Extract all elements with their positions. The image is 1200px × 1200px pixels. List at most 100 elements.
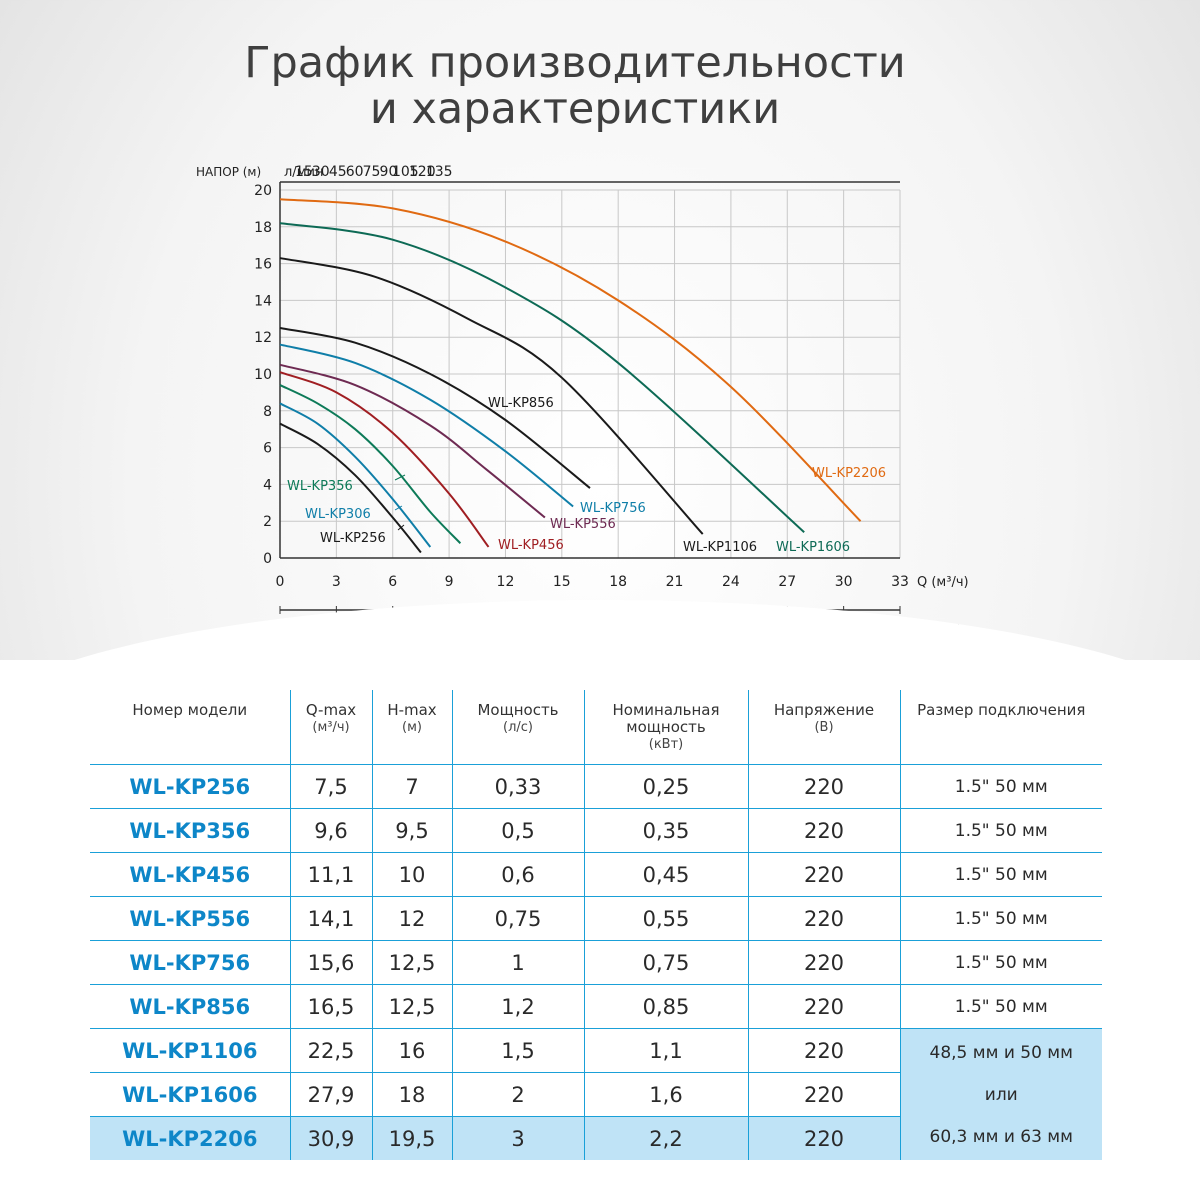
cell-power-hp: 0,75 xyxy=(451,896,584,941)
specs-table: Номер модели Q-max (м³/ч) H-max (м) Мощнос… xyxy=(90,690,1102,1160)
top-tick-label: 105 xyxy=(392,164,419,180)
cell-voltage: 220 xyxy=(747,1116,900,1160)
x-tick-label: 0 xyxy=(276,574,285,590)
y-tick-label: 2 xyxy=(263,514,272,530)
cell-power-hp: 0,6 xyxy=(451,852,584,897)
x-tick-label: 12 xyxy=(497,574,515,590)
curve-label-wl-kp456: WL-KP456 xyxy=(498,538,564,553)
curve-wl-kp456 xyxy=(279,371,490,548)
cell-hmax: 12,5 xyxy=(371,984,452,1029)
top-tick-label: 135 xyxy=(426,164,453,180)
header-hmax: H-max (м) xyxy=(371,690,452,765)
specs-section: Номер модели Q-max (м³/ч) H-max (м) Мощнос… xyxy=(0,600,1200,1200)
header-power-hp: Мощность (л/с) xyxy=(451,690,584,765)
connection-group-line1: 48,5 мм и 50 мм xyxy=(929,1042,1073,1063)
cell-connection-group: 48,5 мм и 50 мм или 60,3 мм и 63 мм xyxy=(899,1028,1102,1160)
curve-label-wl-kp256: WL-KP256 xyxy=(320,531,386,546)
cell-connection: 1.5" 50 мм xyxy=(899,764,1102,809)
cell-power-kw: 0,45 xyxy=(583,852,748,897)
cell-qmax: 14,1 xyxy=(289,896,372,941)
curve-wl-kp556 xyxy=(279,363,546,519)
cell-qmax: 15,6 xyxy=(289,940,372,985)
cell-hmax: 18 xyxy=(371,1072,452,1117)
cell-voltage: 220 xyxy=(747,1028,900,1073)
x-tick-label: 18 xyxy=(609,574,627,590)
x-tick-label: 6 xyxy=(388,574,397,590)
performance-chart: 0246810121416182003691215182124273033050… xyxy=(196,164,969,638)
cell-model: WL-KP456 xyxy=(90,852,290,897)
cell-voltage: 220 xyxy=(747,984,900,1029)
header-power-kw: Номинальная мощность (кВт) xyxy=(583,690,748,765)
cell-power-kw: 2,2 xyxy=(583,1116,748,1160)
title-line-1: График производительности xyxy=(244,38,906,88)
cell-hmax: 12,5 xyxy=(371,940,452,985)
x-tick-label: 15 xyxy=(553,574,571,590)
cell-hmax: 9,5 xyxy=(371,808,452,853)
x-tick-label: 30 xyxy=(835,574,853,590)
cell-power-hp: 0,33 xyxy=(451,764,584,809)
x-tick-label: 33 xyxy=(891,574,909,590)
cell-model: WL-KP1606 xyxy=(90,1072,290,1117)
cell-model: WL-KP556 xyxy=(90,896,290,941)
y-tick-label: 8 xyxy=(263,404,272,420)
cell-voltage: 220 xyxy=(747,1072,900,1117)
x-tick-label: 3 xyxy=(332,574,341,590)
x-tick-label: 21 xyxy=(666,574,684,590)
top-axis-label: л/мин xyxy=(284,165,323,180)
curve-leader-line xyxy=(397,524,405,531)
y-tick-label: 6 xyxy=(263,441,272,457)
cell-connection: 1.5" 50 мм xyxy=(899,808,1102,853)
connection-group-line3: 60,3 мм и 63 мм xyxy=(929,1126,1073,1147)
top-tick-label: 30 xyxy=(312,164,330,180)
y-tick-label: 20 xyxy=(254,183,272,199)
curve-wl-kp306 xyxy=(279,402,432,548)
cell-voltage: 220 xyxy=(747,764,900,809)
curve-wl-kp756 xyxy=(279,343,574,508)
cell-hmax: 19,5 xyxy=(371,1116,452,1160)
x-tick-label: 9 xyxy=(445,574,454,590)
cell-power-hp: 3 xyxy=(451,1116,584,1160)
y-tick-label: 18 xyxy=(254,220,272,236)
table-row: WL-KP356 9,6 9,5 0,5 0,35 220 1.5" 50 мм xyxy=(90,808,1102,853)
top-tick-label: 60 xyxy=(346,164,364,180)
cell-qmax: 9,6 xyxy=(289,808,372,853)
top-tick-label: 120 xyxy=(409,164,436,180)
cell-power-hp: 1 xyxy=(451,940,584,985)
cell-voltage: 220 xyxy=(747,852,900,897)
table-row: WL-KP456 11,1 10 0,6 0,45 220 1.5" 50 мм xyxy=(90,852,1102,897)
table-row: WL-KP856 16,5 12,5 1,2 0,85 220 1.5" 50 мм xyxy=(90,984,1102,1029)
cell-model: WL-KP856 xyxy=(90,984,290,1029)
page-title: График производительности и характеристи… xyxy=(0,40,1150,132)
x-tick-label: 24 xyxy=(722,574,740,590)
cell-connection: 1.5" 50 мм xyxy=(899,984,1102,1029)
table-row: WL-KP2206 30,9 19,5 3 2,2 220 xyxy=(90,1116,1102,1160)
y-tick-label: 16 xyxy=(254,257,272,273)
top-tick-label: 75 xyxy=(363,164,381,180)
cell-qmax: 16,5 xyxy=(289,984,372,1029)
curve-wl-kp2206 xyxy=(279,198,862,522)
cell-model: WL-KP256 xyxy=(90,764,290,809)
curve-label-wl-kp1606: WL-KP1606 xyxy=(776,540,850,555)
top-tick-label: 90 xyxy=(380,164,398,180)
cell-power-hp: 1,2 xyxy=(451,984,584,1029)
cell-model: WL-KP2206 xyxy=(90,1116,290,1160)
cell-hmax: 16 xyxy=(371,1028,452,1073)
cell-power-kw: 0,25 xyxy=(583,764,748,809)
table-header-row: Номер модели Q-max (м³/ч) H-max (м) Мощнос… xyxy=(90,690,1102,765)
cell-power-kw: 1,6 xyxy=(583,1072,748,1117)
cell-hmax: 10 xyxy=(371,852,452,897)
cell-power-hp: 0,5 xyxy=(451,808,584,853)
curve-wl-kp256 xyxy=(279,422,422,554)
x-tick-label: 27 xyxy=(778,574,796,590)
cell-hmax: 12 xyxy=(371,896,452,941)
cell-model: WL-KP1106 xyxy=(90,1028,290,1073)
curve-wl-kp856 xyxy=(279,327,591,489)
cell-power-hp: 2 xyxy=(451,1072,584,1117)
curve-leader-line xyxy=(394,474,406,481)
header-voltage: Напряжение (В) xyxy=(747,690,900,765)
curve-wl-kp1106 xyxy=(279,257,704,535)
curve-leader-line xyxy=(394,505,403,511)
table-row: WL-KP256 7,5 7 0,33 0,25 220 1.5" 50 мм xyxy=(90,764,1102,809)
y-tick-label: 4 xyxy=(263,477,272,493)
curve-label-wl-kp1106: WL-KP1106 xyxy=(683,540,757,555)
